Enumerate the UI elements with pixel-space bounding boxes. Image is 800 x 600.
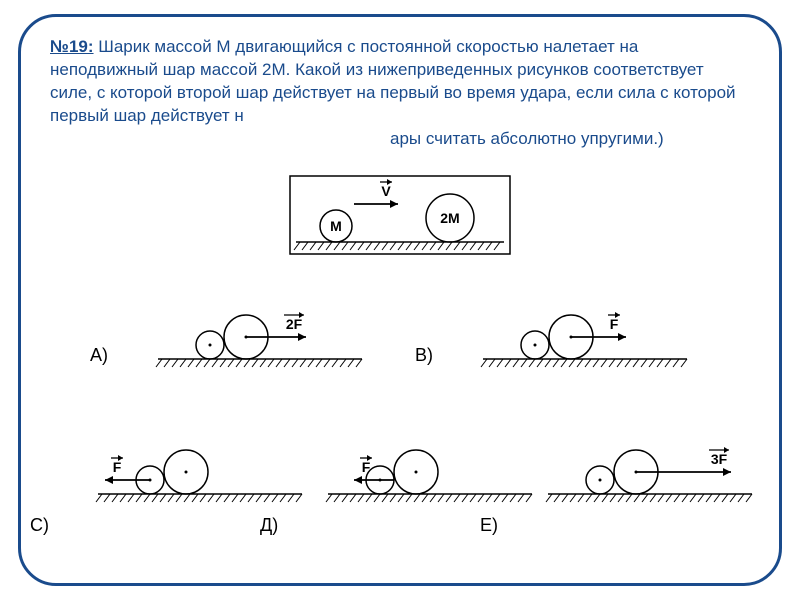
setup-diagram: M 2M V: [280, 170, 520, 260]
question-number: №19:: [50, 37, 94, 56]
label-c: С): [30, 515, 49, 536]
option-c: F: [90, 430, 310, 510]
label-a: А): [90, 345, 108, 366]
svg-text:3F: 3F: [711, 451, 728, 467]
option-a: 2F: [150, 295, 370, 375]
option-b: F: [475, 295, 695, 375]
label-d: Д): [260, 515, 278, 536]
question-text: №19: Шарик массой М двигающийся с постоя…: [50, 36, 750, 151]
svg-text:2M: 2M: [440, 210, 459, 226]
question-tail: ары считать абсолютно упругими.): [390, 129, 664, 148]
question-body: Шарик массой М двигающийся с постоянной …: [50, 37, 736, 125]
svg-text:V: V: [381, 183, 391, 199]
label-b: В): [415, 345, 433, 366]
setup-svg: M 2M V: [280, 170, 520, 260]
option-d: F: [320, 430, 540, 510]
svg-text:F: F: [113, 459, 122, 475]
svg-text:F: F: [610, 316, 619, 332]
svg-text:F: F: [362, 459, 371, 475]
option-e: 3F: [540, 430, 760, 510]
svg-text:2F: 2F: [286, 316, 303, 332]
label-e: Е): [480, 515, 498, 536]
svg-text:M: M: [330, 218, 342, 234]
